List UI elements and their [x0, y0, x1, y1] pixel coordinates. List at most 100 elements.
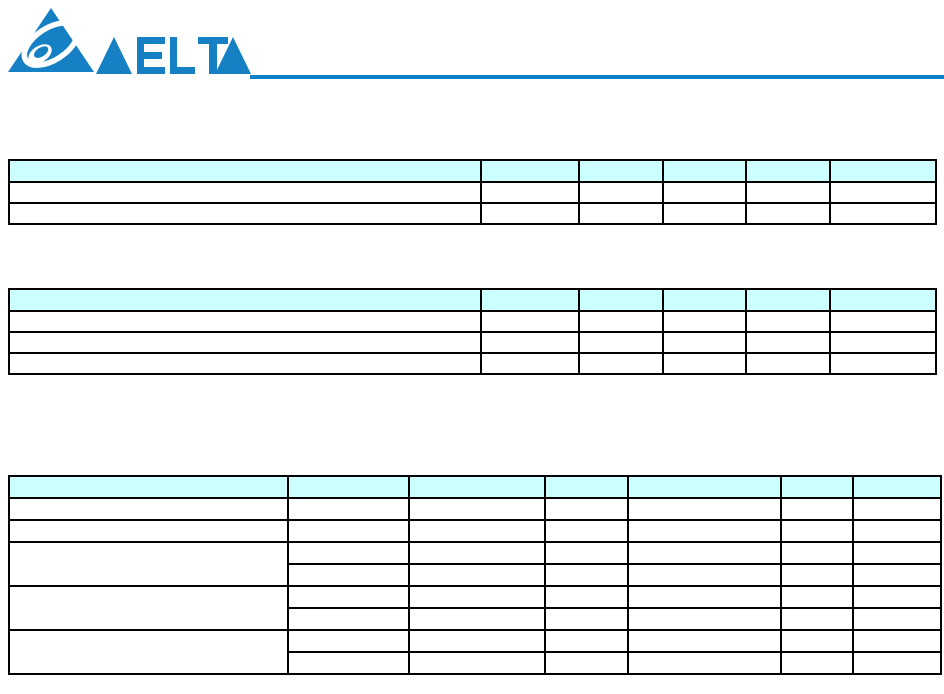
table-2-header-row: [8, 288, 937, 312]
table-cell: [627, 629, 782, 653]
header-cell: [662, 288, 747, 312]
table-cell: [480, 352, 580, 375]
table-cell: [852, 563, 942, 587]
table-cell: [745, 202, 831, 225]
table-cell: [8, 352, 482, 375]
table-cell: [544, 607, 629, 631]
table-cell: [408, 563, 546, 587]
delta-triangle-icon: [8, 8, 94, 72]
table-cell: [829, 331, 937, 354]
table-cell: [287, 497, 410, 521]
table-cell: [480, 310, 580, 333]
table-cell: [408, 585, 546, 609]
table-cell: [829, 181, 937, 204]
merged-table-cell: [8, 541, 289, 587]
table-cell: [578, 331, 664, 354]
table-row: [8, 310, 937, 333]
table-cell: [852, 519, 942, 543]
table-cell: [544, 651, 629, 675]
table-cell: [780, 629, 854, 653]
table-cell: [852, 585, 942, 609]
table-cell: [745, 331, 831, 354]
table-cell: [662, 310, 747, 333]
delta-logo: [8, 8, 251, 74]
table-cell: [480, 202, 580, 225]
table-cell: [8, 519, 289, 543]
merged-table-cell: [8, 585, 289, 631]
table-cell: [408, 607, 546, 631]
table-row: [8, 181, 937, 204]
delta-wordmark: [96, 37, 251, 74]
table-cell: [287, 563, 410, 587]
table-cell: [8, 310, 482, 333]
table-cell: [8, 331, 482, 354]
table-cell: [544, 497, 629, 521]
table-cell: [829, 202, 937, 225]
table-cell: [780, 585, 854, 609]
header-cell: [829, 159, 937, 183]
table-cell: [745, 181, 831, 204]
table-cell: [578, 310, 664, 333]
table-row: [8, 541, 942, 587]
table-cell: [578, 181, 664, 204]
table-cell: [544, 519, 629, 543]
table-cell: [627, 607, 782, 631]
table-cell: [852, 541, 942, 565]
brand-text: DELTA: [0, 0, 1, 1]
header-cell: [745, 288, 831, 312]
table-cell: [408, 629, 546, 653]
table-cell: [287, 585, 410, 609]
table-3: [8, 475, 942, 675]
table-cell: [627, 541, 782, 565]
table-row: [9, 651, 942, 675]
table-cell: [480, 181, 580, 204]
table-cell: [480, 331, 580, 354]
table-cell: [780, 607, 854, 631]
table-cell: [627, 497, 782, 521]
table-cell: [627, 585, 782, 609]
header-cell: [627, 475, 782, 499]
table-cell: [578, 352, 664, 375]
table-cell: [408, 519, 546, 543]
table-cell: [287, 651, 410, 675]
table-cell: [578, 202, 664, 225]
table-cell: [662, 181, 747, 204]
table-cell: [287, 607, 410, 631]
header-cell: [662, 159, 747, 183]
header-cell: [745, 159, 831, 183]
table-cell: [627, 651, 782, 675]
table-row: [8, 202, 937, 225]
header-cell: [480, 159, 580, 183]
table-cell: [287, 519, 410, 543]
header-cell: [480, 288, 580, 312]
header-cell: [287, 475, 410, 499]
header-cell: [852, 475, 942, 499]
merged-table-cell: [8, 629, 289, 675]
table-cell: [852, 651, 942, 675]
table-cell: [852, 607, 942, 631]
table-cell: [745, 310, 831, 333]
table-cell: [829, 310, 937, 333]
table-cell: [8, 181, 482, 204]
table-row: [8, 585, 942, 631]
table-cell: [408, 541, 546, 565]
table-cell: [745, 352, 831, 375]
table-cell: [852, 497, 942, 521]
table-cell: [408, 497, 546, 521]
table-cell: [780, 541, 854, 565]
table-cell: [544, 585, 629, 609]
table-row: [8, 629, 942, 675]
header-cell: [829, 288, 937, 312]
table-cell: [544, 629, 629, 653]
header-cell: [578, 159, 664, 183]
table-1: [8, 159, 937, 225]
table-cell: [780, 519, 854, 543]
table-cell: [8, 497, 289, 521]
table-1-header-row: [8, 159, 937, 183]
table-cell: [662, 202, 747, 225]
table-cell: [8, 202, 482, 225]
table-cell: [829, 352, 937, 375]
header-cell: [8, 475, 289, 499]
table-cell: [780, 651, 854, 675]
